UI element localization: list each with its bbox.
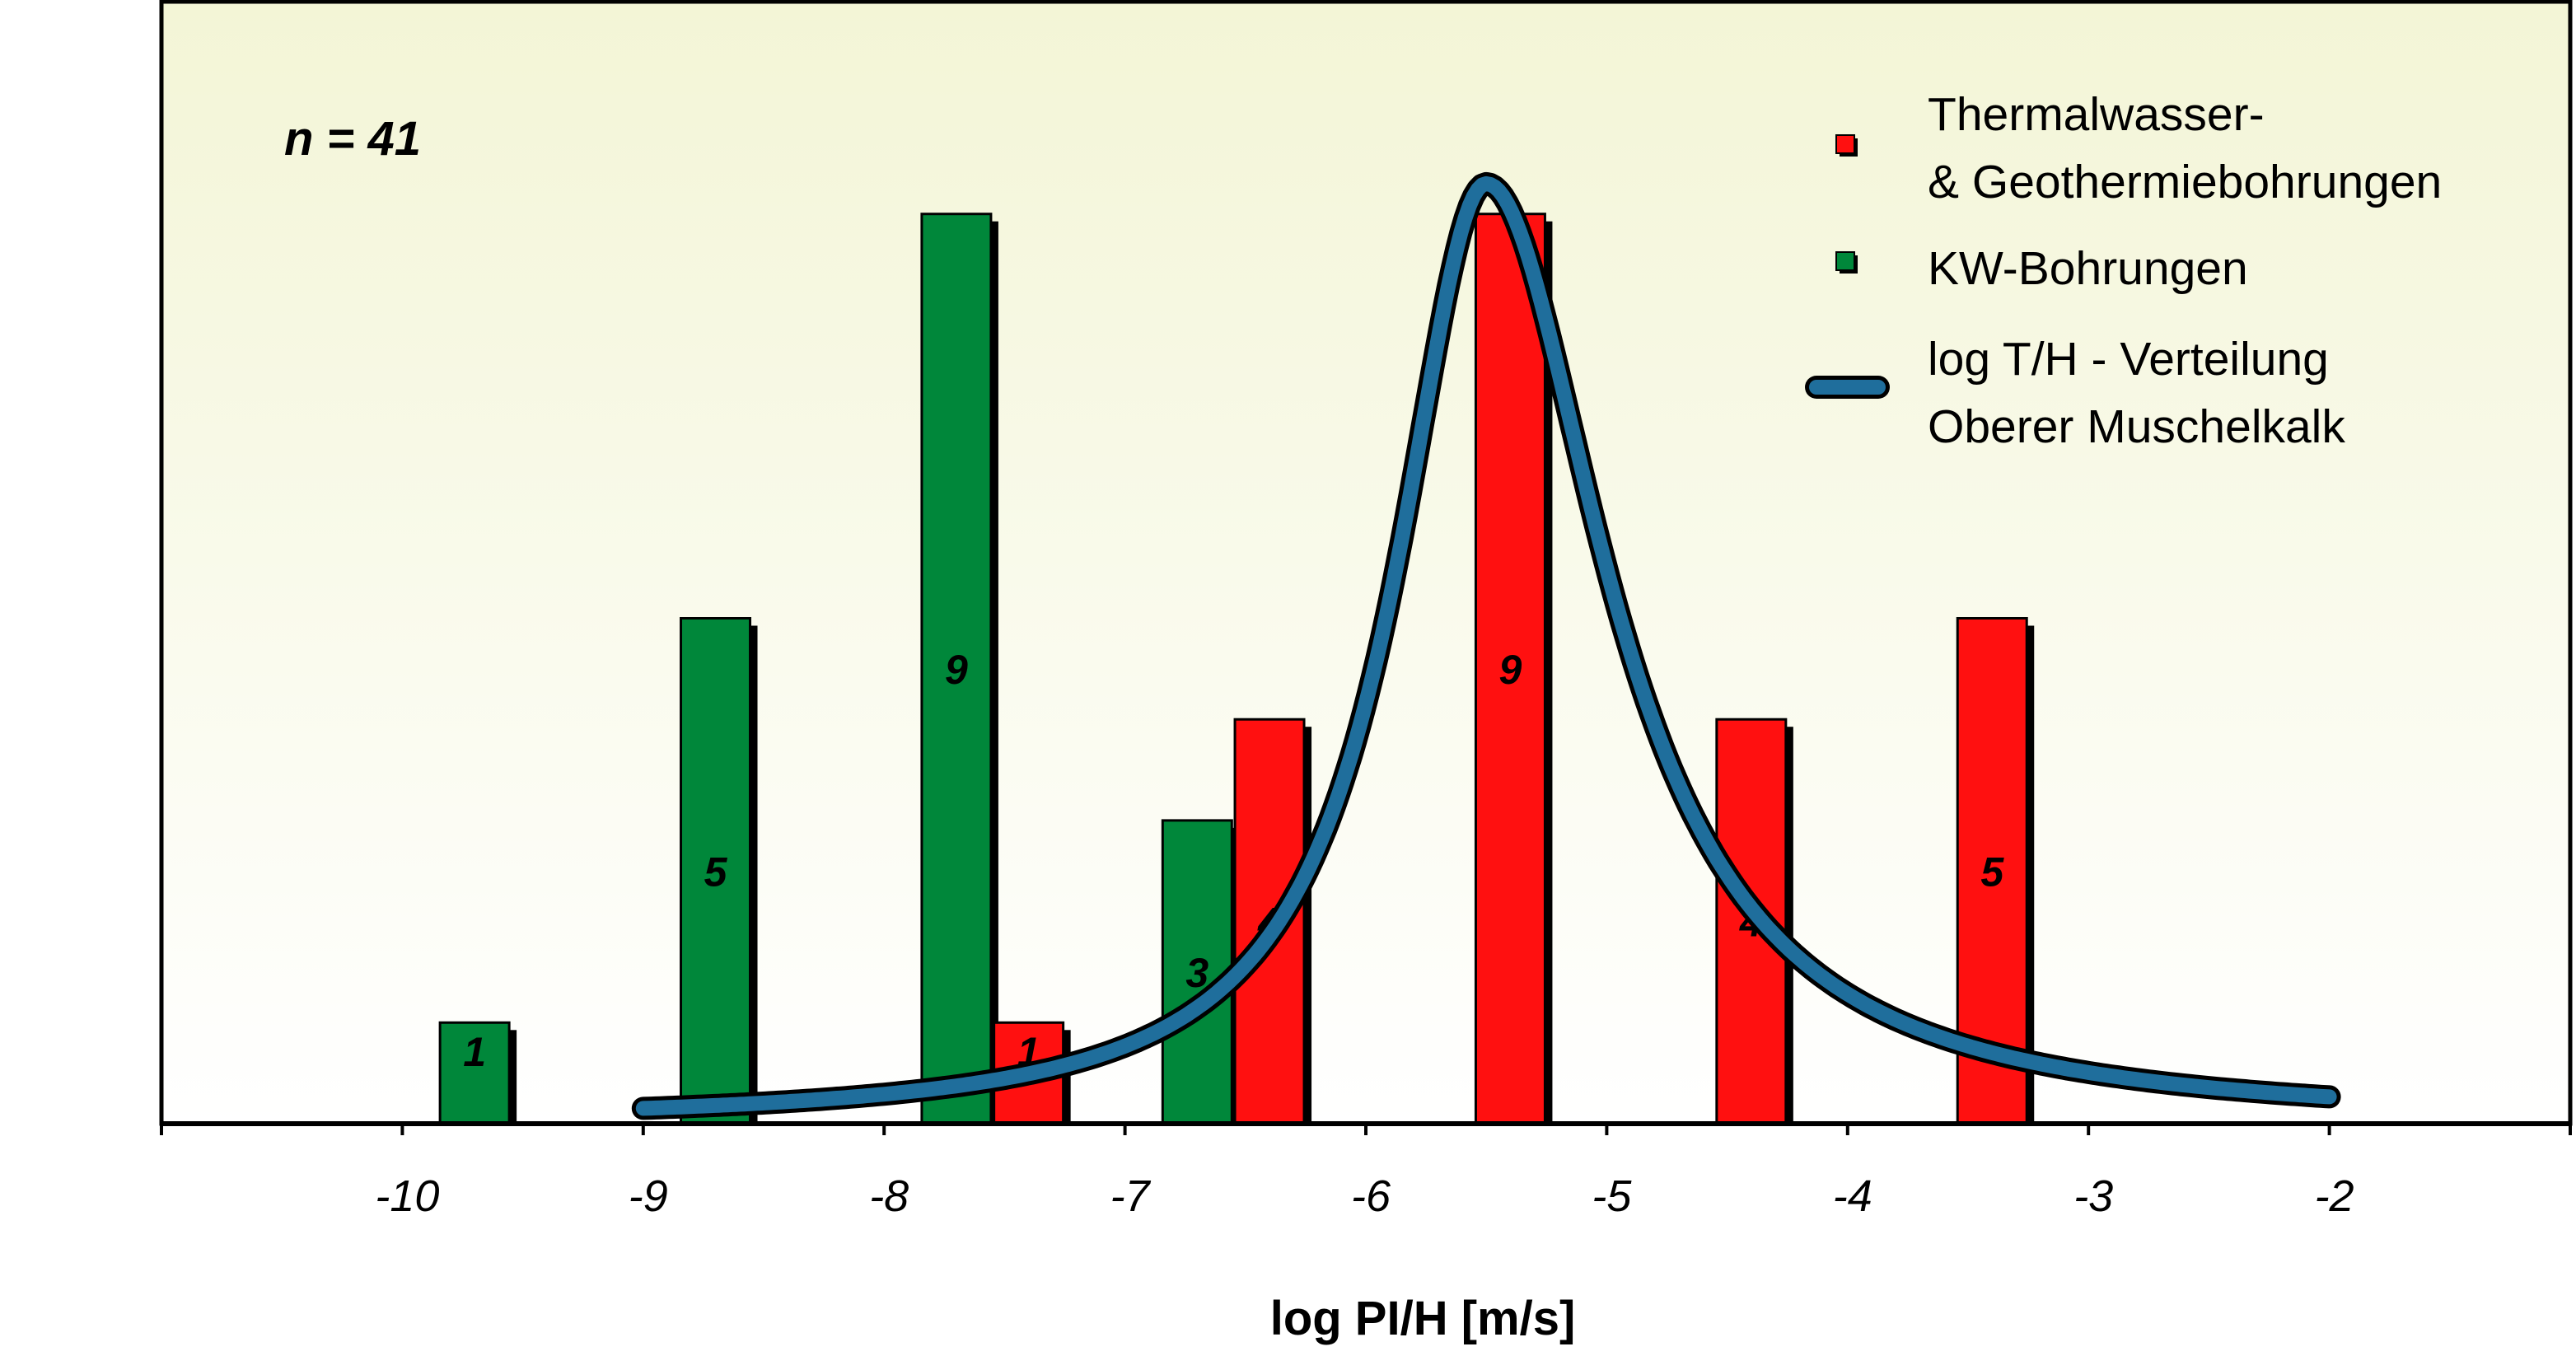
x-tick-label: -5 bbox=[1592, 1171, 1632, 1221]
plot-background bbox=[159, 0, 2573, 1126]
distribution-curve-layer bbox=[631, 171, 2341, 1120]
legend-label: log T/H - Verteilung bbox=[1928, 333, 2329, 386]
legend: Thermalwasser- & Geothermiebohrungen KW-Bo… bbox=[1805, 88, 2442, 453]
legend-label: KW-Bohrungen bbox=[1928, 242, 2248, 295]
bar-value-label: 9 bbox=[945, 647, 968, 693]
x-tick-label: -10 bbox=[375, 1171, 439, 1221]
legend-label: & Geothermiebohrungen bbox=[1928, 156, 2442, 208]
x-tick-label: -4 bbox=[1833, 1171, 1872, 1221]
legend-label: Thermalwasser- bbox=[1928, 88, 2265, 141]
distribution-curve bbox=[635, 175, 2337, 1116]
legend-swatch bbox=[1835, 134, 1855, 154]
axes-layer: -10 -9 -8 -7 -6 -5 -4 -3 -2 bbox=[160, 1121, 2572, 1221]
x-tick-label: -2 bbox=[2315, 1171, 2354, 1221]
x-tick-label: -6 bbox=[1351, 1171, 1391, 1221]
bar-value-label: 9 bbox=[1499, 647, 1522, 693]
legend-swatch bbox=[1835, 251, 1855, 271]
x-tick-label: -8 bbox=[869, 1171, 909, 1221]
plot-frame bbox=[159, 0, 2573, 1126]
x-axis-title: log PI/H [m/s] bbox=[1270, 1292, 1576, 1345]
bar-value-label: 5 bbox=[704, 849, 728, 895]
x-tick-label: -9 bbox=[629, 1171, 668, 1221]
x-tick-label: -3 bbox=[2073, 1171, 2113, 1221]
bar-kw bbox=[1161, 819, 1233, 1125]
x-tick-label: -7 bbox=[1110, 1171, 1152, 1221]
bar-value-label: 1 bbox=[463, 1029, 486, 1075]
bar-value-label: 5 bbox=[1980, 849, 2004, 895]
bar-thermal bbox=[1474, 213, 1546, 1125]
legend-label: Oberer Muschelkalk bbox=[1928, 400, 2345, 453]
sample-size-annotation: n = 41 bbox=[284, 112, 421, 166]
bar-kw bbox=[920, 213, 993, 1125]
bar-kw bbox=[438, 1021, 511, 1125]
